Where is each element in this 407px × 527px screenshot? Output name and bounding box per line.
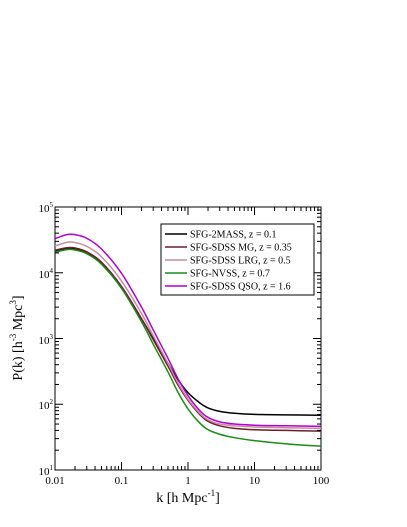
series-line — [54, 233, 322, 428]
legend: SFG-2MASS, z = 0.1 SFG-SDSS MG, z = 0.35… — [160, 223, 315, 296]
plot-area — [54, 206, 322, 471]
x-tick-label: 0.1 — [115, 475, 129, 487]
legend-box — [160, 223, 315, 296]
x-tick-label: 0.01 — [45, 475, 64, 487]
series-layer — [54, 233, 322, 447]
y-tick-label: 102 — [39, 398, 54, 412]
x-tick-label: 100 — [313, 475, 330, 487]
legend-label: SFG-SDSS QSO, z = 1.6 — [190, 282, 291, 293]
series-line — [54, 241, 322, 430]
y-tick-label: 103 — [39, 333, 54, 347]
y-tick-label: 104 — [39, 267, 54, 281]
y-axis-label: P(k) [h-3 Mpc3] — [8, 295, 26, 380]
series-line — [54, 248, 322, 447]
y-tick-labels: 101 102 103 104 105 — [39, 201, 54, 478]
y-tick-label: 101 — [39, 464, 54, 478]
y-tick-label: 105 — [39, 201, 54, 215]
x-axis-label: k [h Mpc-1] — [156, 488, 220, 506]
legend-label: SFG-NVSS, z = 0.7 — [190, 269, 270, 280]
x-tick-label: 1 — [185, 475, 191, 487]
series-line — [54, 246, 322, 432]
legend-label: SFG-SDSS MG, z = 0.35 — [190, 243, 292, 254]
legend-label: SFG-SDSS LRG, z = 0.5 — [190, 256, 291, 267]
x-tick-label: 10 — [249, 475, 261, 487]
axis-ticks — [54, 206, 322, 471]
legend-label: SFG-2MASS, z = 0.1 — [190, 230, 277, 241]
x-tick-labels: 0.01 0.1 1 10 100 — [45, 475, 329, 487]
